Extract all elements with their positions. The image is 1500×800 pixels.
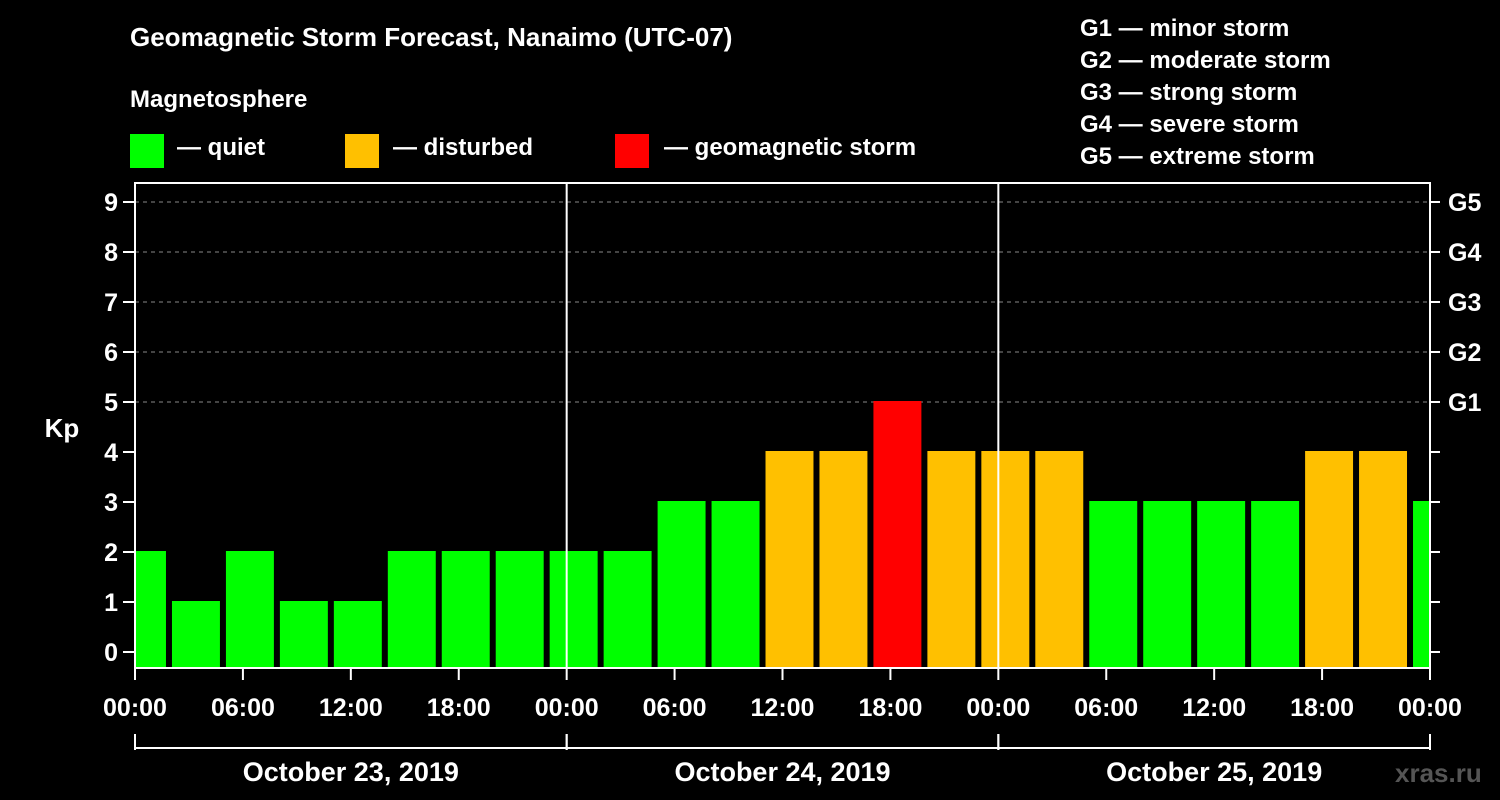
x-tick-label: 12:00 xyxy=(1182,694,1246,722)
kp-bar xyxy=(1143,501,1192,668)
kp-bar xyxy=(1089,501,1138,668)
y-axis-title: Kp xyxy=(45,413,80,443)
kp-bar xyxy=(1197,501,1246,668)
kp-bar xyxy=(333,601,382,668)
legend-subtitle: Magnetosphere xyxy=(130,86,308,113)
kp-bar xyxy=(981,451,1030,668)
g-level-axis-label: G3 xyxy=(1448,289,1481,317)
legend-label-disturbed: — disturbed xyxy=(393,134,534,161)
bars-group xyxy=(136,401,1429,668)
y-tick-label: 4 xyxy=(104,439,118,467)
g-level-axis-label: G2 xyxy=(1448,339,1481,367)
legend-swatch-disturbed xyxy=(345,134,379,168)
kp-bar xyxy=(495,551,544,668)
storm-level-g4: G4 — severe storm xyxy=(1080,111,1299,138)
kp-bar xyxy=(657,501,706,668)
x-tick-label: 12:00 xyxy=(751,694,815,722)
storm-level-g1: G1 — minor storm xyxy=(1080,15,1290,42)
y-tick-label: 9 xyxy=(104,189,118,217)
legend-swatch-storm xyxy=(615,134,649,168)
storm-level-g3: G3 — strong storm xyxy=(1080,79,1298,106)
kp-bar xyxy=(927,451,976,668)
g-level-axis-label: G5 xyxy=(1448,189,1481,217)
kp-bar xyxy=(1413,501,1429,668)
legend-label-storm: — geomagnetic storm xyxy=(664,134,917,161)
y-tick-label: 8 xyxy=(104,239,118,267)
x-tick-label: 12:00 xyxy=(319,694,383,722)
y-tick-label: 7 xyxy=(104,289,118,317)
y-tick-label: 5 xyxy=(104,389,118,417)
kp-bar xyxy=(1305,451,1354,668)
kp-bar xyxy=(171,601,220,668)
day-label: October 25, 2019 xyxy=(1106,757,1322,787)
kp-bar xyxy=(549,551,598,668)
kp-bar xyxy=(1035,451,1084,668)
kp-bar xyxy=(441,551,490,668)
y-tick-label: 1 xyxy=(104,589,118,617)
watermark: xras.ru xyxy=(1395,758,1482,788)
x-tick-label: 00:00 xyxy=(103,694,167,722)
kp-bar xyxy=(819,451,868,668)
y-tick-label: 2 xyxy=(104,539,118,567)
kp-bar xyxy=(765,451,814,668)
y-tick-label: 6 xyxy=(104,339,118,367)
x-tick-label: 00:00 xyxy=(966,694,1030,722)
day-label: October 23, 2019 xyxy=(243,757,459,787)
x-tick-label: 18:00 xyxy=(427,694,491,722)
x-tick-label: 00:00 xyxy=(1398,694,1462,722)
kp-bar xyxy=(873,401,922,668)
kp-bar xyxy=(136,551,166,668)
kp-bar xyxy=(387,551,436,668)
chart-title: Geomagnetic Storm Forecast, Nanaimo (UTC… xyxy=(130,22,733,52)
kp-bar xyxy=(279,601,328,668)
y-tick-label: 0 xyxy=(104,639,118,667)
kp-bar xyxy=(711,501,760,668)
g-level-axis-label: G1 xyxy=(1448,389,1481,417)
x-tick-label: 06:00 xyxy=(1074,694,1138,722)
day-label: October 24, 2019 xyxy=(674,757,890,787)
x-tick-label: 18:00 xyxy=(858,694,922,722)
legend-label-quiet: — quiet xyxy=(177,134,265,161)
kp-bar xyxy=(1251,501,1300,668)
storm-level-g5: G5 — extreme storm xyxy=(1080,143,1315,170)
x-tick-label: 06:00 xyxy=(643,694,707,722)
kp-bar xyxy=(225,551,274,668)
x-tick-label: 00:00 xyxy=(535,694,599,722)
x-tick-label: 06:00 xyxy=(211,694,275,722)
kp-bar xyxy=(1359,451,1408,668)
y-tick-label: 3 xyxy=(104,489,118,517)
legend-swatch-quiet xyxy=(130,134,164,168)
x-tick-label: 18:00 xyxy=(1290,694,1354,722)
kp-bar xyxy=(603,551,652,668)
g-level-axis-label: G4 xyxy=(1448,239,1481,267)
storm-level-g2: G2 — moderate storm xyxy=(1080,47,1331,74)
